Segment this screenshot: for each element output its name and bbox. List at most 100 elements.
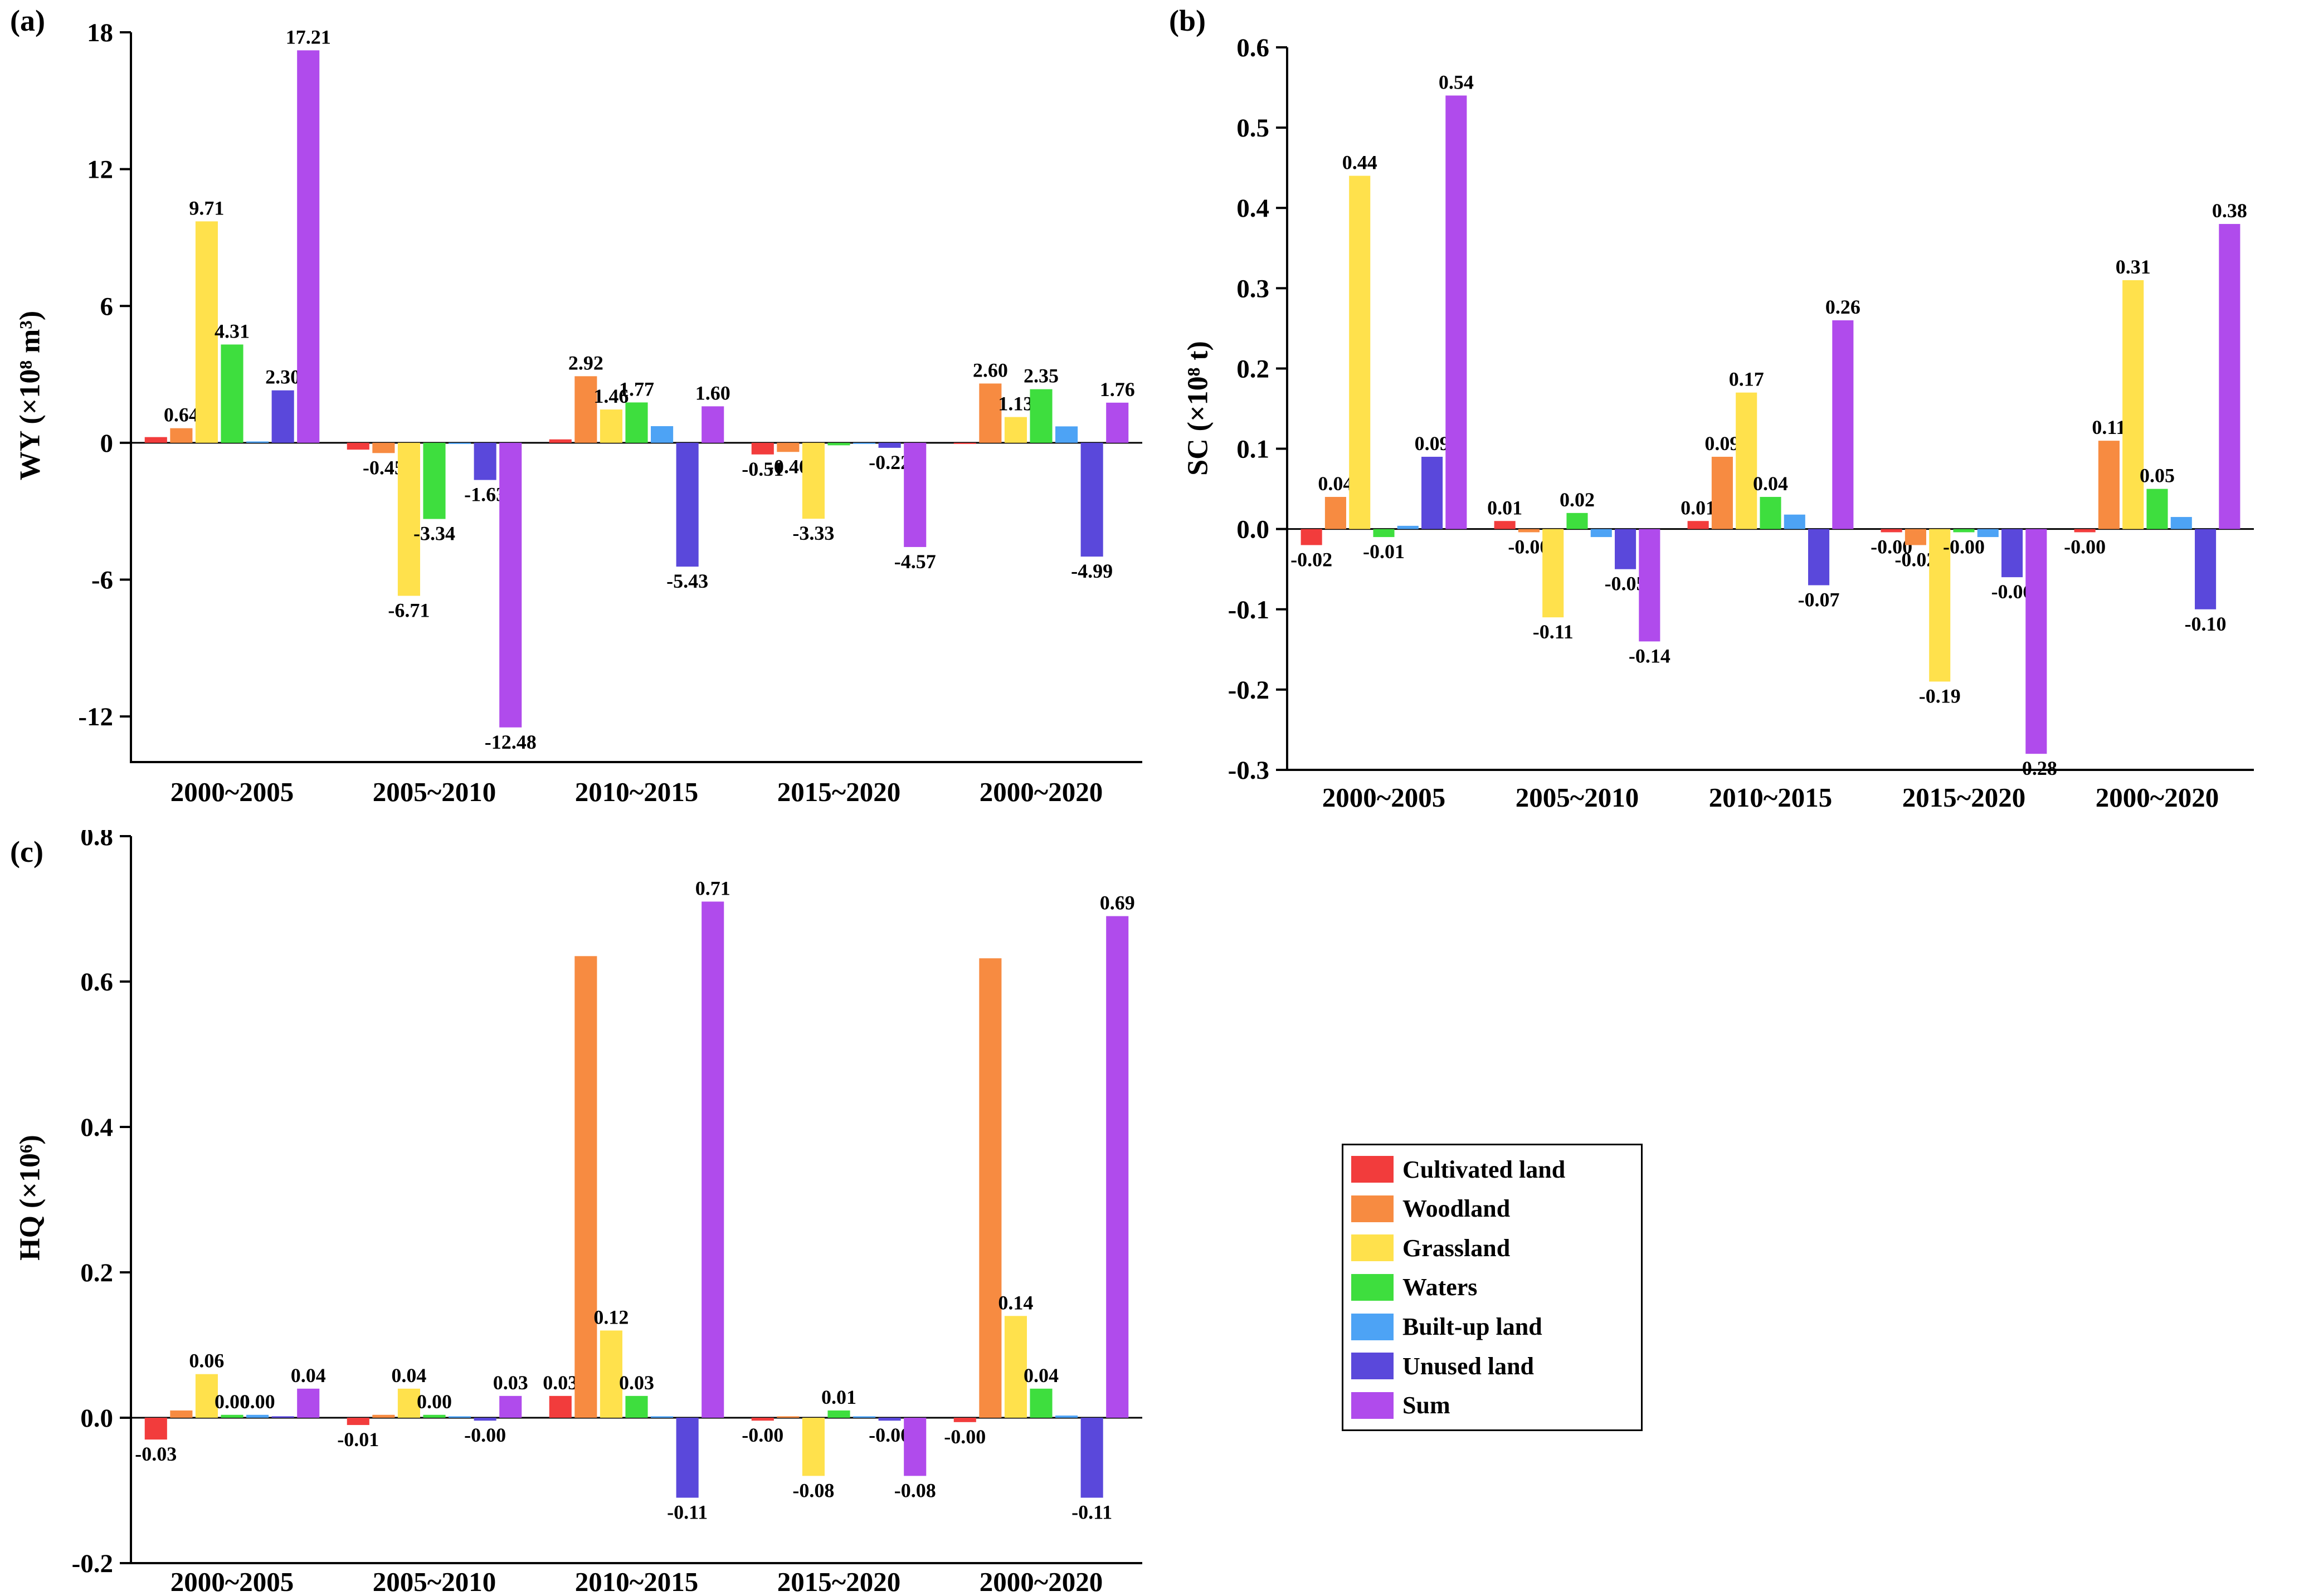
bar (2146, 489, 2168, 529)
bar (600, 1330, 622, 1418)
legend: Cultivated land Woodland Grassland Waters Bu… (1342, 1144, 1643, 1431)
bar-value-label: -0.00 (742, 1424, 783, 1446)
bar (1639, 529, 1660, 642)
bar (802, 442, 825, 519)
bar (1542, 529, 1564, 618)
bar (1106, 402, 1129, 443)
bar (1397, 525, 1419, 529)
bar (651, 1416, 674, 1418)
legend-item: Grassland (1351, 1231, 1633, 1265)
bar-value-label: 2.30 (265, 366, 300, 388)
legend-color-swatch (1351, 1195, 1394, 1222)
bar (144, 437, 167, 443)
bar-value-label: -0.03 (135, 1443, 177, 1465)
bar (702, 901, 724, 1418)
bar (1881, 529, 1902, 533)
bar-value-label: 0.64 (164, 404, 199, 426)
bar (777, 1416, 800, 1418)
bar (297, 1388, 320, 1418)
bar (625, 402, 648, 443)
bar (1687, 521, 1709, 529)
bar-value-label: 0.17 (1729, 368, 1764, 391)
y-tick-label: -0.2 (72, 1549, 113, 1578)
bar-value-label: 0.03 (619, 1372, 654, 1394)
bar-value-label: 0.00 (417, 1390, 452, 1413)
legend-item: Sum (1351, 1388, 1633, 1423)
legend-item: Unused land (1351, 1349, 1633, 1383)
bar-value-label: 0.02 (1560, 489, 1595, 511)
bar (777, 442, 800, 452)
bar-value-label: 0.11 (2092, 416, 2126, 438)
bar-value-label: 0.26 (1825, 296, 1860, 318)
bar (474, 442, 496, 480)
bar (449, 442, 471, 444)
legend-color-swatch (1351, 1273, 1394, 1301)
bar (397, 442, 420, 596)
bar-value-label: -0.00 (2064, 535, 2106, 558)
bar (1030, 1388, 1053, 1418)
bar (904, 1418, 927, 1476)
bar (1929, 529, 1951, 682)
legend-label: Cultivated land (1402, 1155, 1566, 1183)
bar-value-label: -0.11 (667, 1501, 708, 1524)
x-category-label: 2010~2015 (1709, 782, 1832, 813)
bar-value-label: -0.22 (869, 451, 910, 474)
x-category-label: 2000~2005 (1322, 782, 1445, 813)
bar (1324, 497, 1346, 529)
bar-value-label: 0.04 (291, 1364, 326, 1387)
bar-value-label: 0.01 (1487, 496, 1522, 519)
bar (2170, 517, 2192, 529)
y-tick-label: 0.0 (80, 1404, 113, 1433)
bar (2219, 224, 2240, 529)
wy-bar-chart: 18 12 6 0 -6 -12 2000~2005 0.64 9.71 4.31 2.30 17.2… (78, 18, 1142, 807)
bar-value-label: 0.05 (2140, 465, 2175, 487)
bar (499, 442, 522, 728)
y-tick-label: 0.6 (80, 968, 113, 997)
bar (1030, 389, 1053, 443)
legend-color-swatch (1351, 1234, 1394, 1262)
bar-value-label: -0.11 (1533, 621, 1574, 643)
bar (423, 442, 446, 519)
bar-value-label: 1.76 (1100, 378, 1135, 401)
panel-a-letter: (a) (10, 4, 45, 37)
legend-label: Unused land (1402, 1352, 1535, 1380)
bar (1736, 392, 1757, 529)
bar (1953, 529, 1975, 533)
bar (1784, 514, 1805, 529)
legend-item: Built-up land (1351, 1310, 1633, 1344)
y-tick-label: 0.3 (1236, 274, 1269, 303)
y-tick-label: 12 (87, 155, 113, 184)
bar-value-label: -0.08 (792, 1479, 834, 1501)
bar-value-label: -0.08 (894, 1479, 936, 1501)
bar-value-label: -0.02 (1290, 548, 1332, 570)
bar (2195, 529, 2217, 609)
bar (549, 1395, 572, 1418)
x-category-label: 2010~2015 (575, 777, 698, 807)
bar (1301, 529, 1322, 545)
bar-value-label: 0.14 (998, 1291, 1033, 1314)
bar-value-label: 0.31 (2116, 256, 2151, 278)
bar (499, 1395, 522, 1418)
bar (271, 390, 294, 443)
bar (676, 1418, 699, 1498)
legend-label: Grassland (1402, 1234, 1511, 1262)
bar (144, 1418, 167, 1440)
x-category-label: 2000~2005 (171, 1566, 294, 1596)
bar (397, 1388, 420, 1418)
bar (1590, 529, 1612, 538)
bar-value-label: 0.04 (391, 1364, 426, 1387)
bar (549, 439, 572, 443)
bar-value-label: 2.60 (973, 359, 1008, 381)
bar (2074, 529, 2096, 533)
bar-value-label: 0.09 (1704, 432, 1740, 455)
bar (979, 383, 1002, 443)
bar (170, 1410, 193, 1418)
y-tick-label: -12 (78, 702, 113, 731)
y-tick-label: 6 (100, 292, 114, 321)
bar-value-label: -1.63 (464, 484, 506, 506)
bar (878, 1418, 901, 1421)
bar (246, 441, 269, 443)
bar-value-label: -0.01 (337, 1428, 379, 1451)
bar (1711, 456, 1733, 529)
bar (423, 1414, 446, 1418)
